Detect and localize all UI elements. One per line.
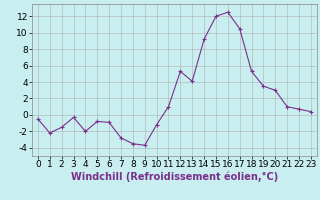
- X-axis label: Windchill (Refroidissement éolien,°C): Windchill (Refroidissement éolien,°C): [71, 172, 278, 182]
